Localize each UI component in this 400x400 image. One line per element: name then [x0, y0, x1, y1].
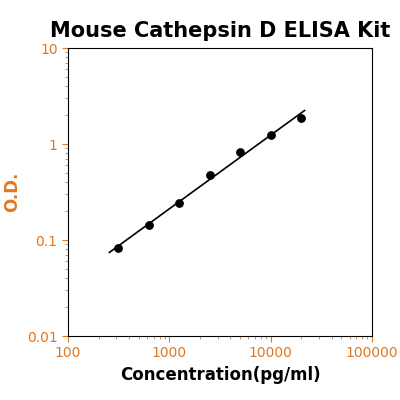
Y-axis label: O.D.: O.D. [3, 172, 21, 212]
Point [206, 172, 213, 179]
Point [237, 148, 243, 155]
X-axis label: Concentration(pg/ml): Concentration(pg/ml) [120, 366, 320, 384]
Point [298, 115, 304, 122]
Point [115, 245, 121, 252]
Title: Mouse Cathepsin D ELISA Kit: Mouse Cathepsin D ELISA Kit [50, 21, 390, 41]
Point [268, 132, 274, 138]
Point [176, 200, 182, 207]
Point [146, 221, 152, 228]
